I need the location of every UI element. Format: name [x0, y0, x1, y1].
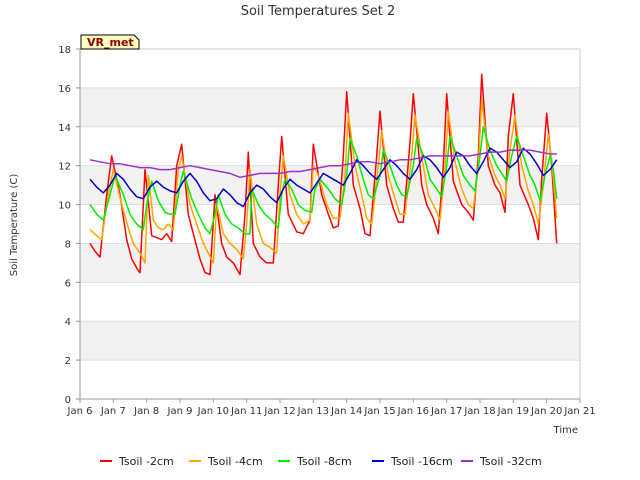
x-tick-label: Jan 7 [100, 406, 126, 417]
plot-band [80, 360, 580, 399]
x-tick-label: Jan 9 [167, 406, 193, 417]
y-tick-label: 18 [58, 45, 71, 56]
series-line-tsoil-32cm [89, 149, 557, 179]
plot-band [80, 126, 580, 166]
chart-title: Soil Temperatures Set 2 [241, 4, 396, 19]
legend-label: Tsoil -32cm [479, 455, 542, 468]
plot-band [80, 49, 580, 88]
legend-item: Tsoil -8cm [278, 455, 352, 468]
series-line-tsoil-2cm [89, 73, 558, 276]
series-layer [89, 73, 558, 276]
x-tick-label: Jan 20 [530, 406, 562, 417]
series-line-tsoil-4cm [89, 98, 558, 264]
plot-band [80, 321, 580, 361]
site-badge-box [80, 34, 140, 50]
x-tick-label: Jan 16 [397, 406, 429, 417]
x-tick-label: Jan 15 [363, 406, 395, 417]
y-tick-label: 14 [58, 123, 71, 134]
x-tick-label: Jan 17 [430, 406, 462, 417]
plot-band [80, 243, 580, 283]
x-tick-label: Jan 6 [67, 406, 93, 417]
y-axis: 0 2 4 6 8 10 12 14 16 18 [58, 45, 81, 406]
legend-label: Tsoil -8cm [296, 455, 352, 468]
plot-band [80, 87, 580, 127]
plot-band [80, 165, 580, 205]
legend-item: Tsoil -2cm [100, 455, 174, 468]
x-tick-label: Jan 12 [263, 406, 295, 417]
x-tick-label: Jan 13 [297, 406, 329, 417]
x-tick-label: Jan 19 [497, 406, 529, 417]
y-tick-label: 6 [65, 278, 71, 289]
series-line-tsoil-8cm [89, 126, 558, 235]
plot-band [80, 282, 580, 322]
site-badge: VR_met [80, 34, 140, 50]
legend-label: Tsoil -2cm [118, 455, 174, 468]
x-axis-title: Time [553, 425, 578, 436]
x-tick-label: Jan 21 [563, 406, 595, 417]
legend-label: Tsoil -4cm [207, 455, 263, 468]
y-tick-label: 16 [58, 84, 71, 95]
legend-item: Tsoil -32cm [461, 455, 542, 468]
legend-label: Tsoil -16cm [390, 455, 453, 468]
x-tick-label: Jan 11 [230, 406, 262, 417]
plot-background-bands [80, 49, 580, 399]
y-tick-label: 12 [58, 162, 71, 173]
x-tick-label: Jan 18 [463, 406, 495, 417]
y-axis-title: Soil Temperature (C) [9, 174, 20, 277]
x-axis: Jan 6 Jan 7 Jan 8 Jan 9 Jan 10 Jan 11 Jan 12 Ja… [67, 398, 596, 417]
x-tick-label: Jan 14 [330, 406, 362, 417]
series-line-tsoil-16cm [89, 147, 558, 208]
y-tick-label: 10 [58, 201, 71, 212]
y-tick-label: 8 [65, 239, 71, 250]
site-badge-label: VR_met [87, 36, 134, 49]
legend-item: Tsoil -4cm [189, 455, 263, 468]
y-tick-label: 2 [65, 356, 71, 367]
legend: Tsoil -2cm Tsoil -4cm Tsoil -8cm Tsoil -16c… [100, 455, 542, 468]
x-tick-label: Jan 8 [133, 406, 159, 417]
y-tick-label: 0 [65, 395, 71, 406]
legend-item: Tsoil -16cm [372, 455, 453, 468]
y-tick-label: 4 [65, 317, 71, 328]
x-tick-label: Jan 10 [197, 406, 229, 417]
